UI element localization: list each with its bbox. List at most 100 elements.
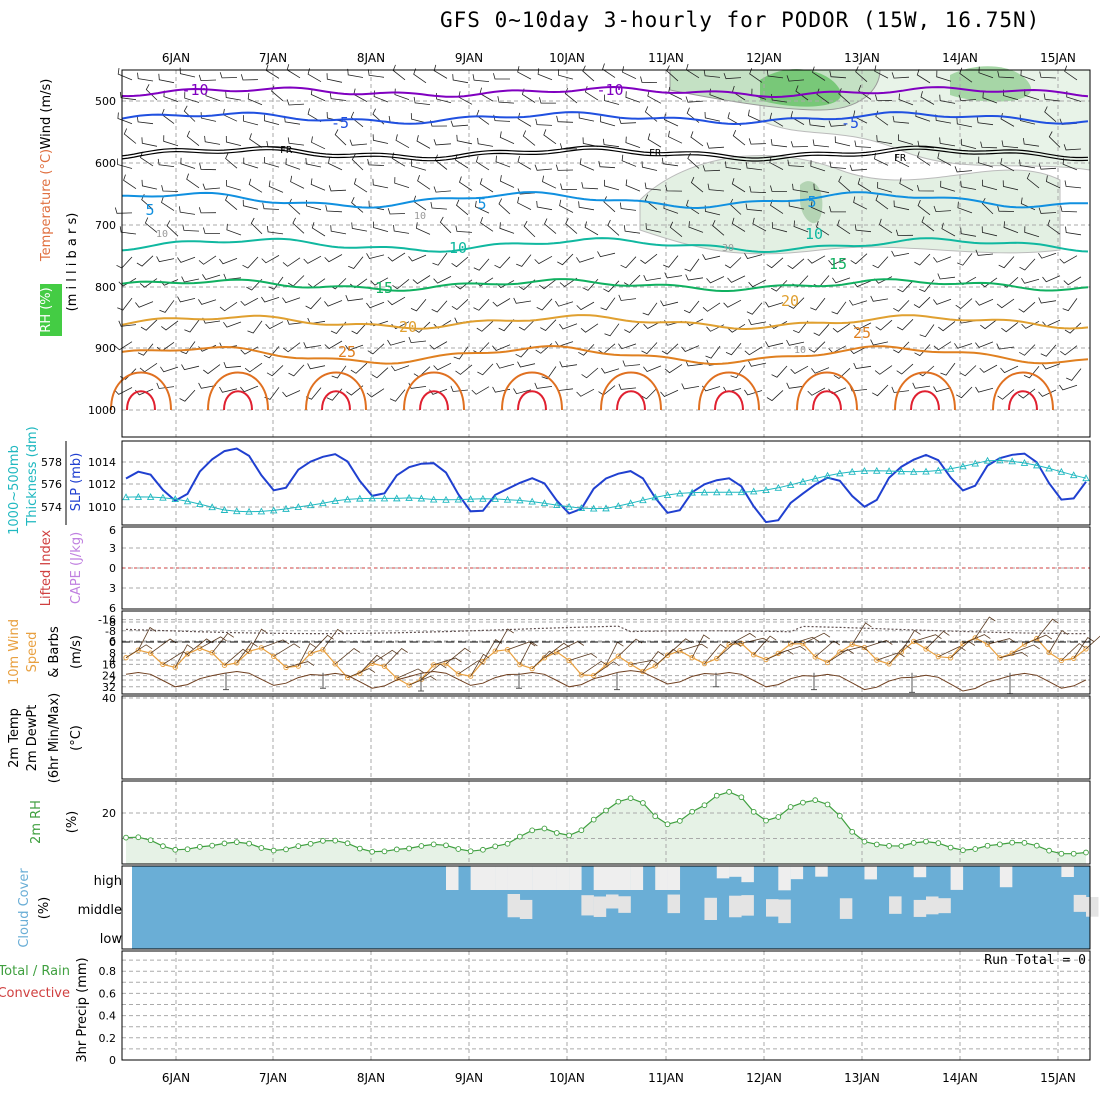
wind-speed-point xyxy=(283,664,289,671)
rh2m-axis-label: (%) xyxy=(65,811,80,834)
wind-barb xyxy=(140,151,154,167)
cloud-gap xyxy=(556,866,570,890)
wind-barb xyxy=(246,278,263,291)
cloud-gap xyxy=(778,899,791,924)
wind-barb xyxy=(433,320,452,329)
wind-barb xyxy=(1060,345,1078,356)
wind-speed-point xyxy=(135,647,141,653)
wind-barb xyxy=(1038,297,1057,304)
wind-barb xyxy=(559,199,574,213)
wind-barb xyxy=(370,277,389,286)
wind-barb-10m xyxy=(556,641,585,653)
wind-barb xyxy=(415,222,431,235)
wind-barb xyxy=(660,300,679,307)
wind-barb xyxy=(808,118,826,128)
wind-barb xyxy=(749,186,767,193)
thickness-point xyxy=(269,506,278,514)
wind-barb xyxy=(522,130,536,146)
wind-barb xyxy=(180,157,196,169)
wind-speed-point xyxy=(677,648,683,654)
wind-barb xyxy=(307,363,326,370)
thickness-point xyxy=(946,464,955,472)
wind-barb xyxy=(288,364,305,377)
wind-barb xyxy=(387,252,406,262)
wind-barb-10m xyxy=(396,668,425,679)
wind-barb xyxy=(367,69,385,78)
wind-barb xyxy=(854,224,872,233)
cloud-gap xyxy=(569,866,582,890)
minmax-bar xyxy=(418,672,424,692)
wind-barb xyxy=(790,141,809,148)
wind-barb xyxy=(240,346,259,355)
wind-barb xyxy=(1063,144,1082,151)
thickness-point xyxy=(589,504,598,512)
wind-barb xyxy=(186,173,200,189)
wind-barb xyxy=(898,134,914,145)
dewpoint-line xyxy=(125,625,1086,635)
tick-label: 900 xyxy=(95,342,116,355)
minmax-bar xyxy=(811,672,817,691)
thickness-point xyxy=(429,495,438,503)
wind-barb xyxy=(1064,180,1082,189)
wind-barb-10m xyxy=(458,660,485,675)
thickness-point xyxy=(257,507,266,515)
wind-barb xyxy=(828,120,847,127)
thickness-tick: 574 xyxy=(41,501,62,514)
wind-barb xyxy=(939,94,956,104)
wind-barb xyxy=(472,74,490,82)
thickness-point xyxy=(651,493,659,501)
wind-barb xyxy=(808,341,826,353)
wind-barb xyxy=(706,276,725,284)
wind-speed-point xyxy=(1083,646,1089,652)
freezing-level xyxy=(121,148,1089,162)
temp-line xyxy=(125,670,1087,692)
wind-barb xyxy=(812,66,826,81)
wind-barb xyxy=(408,382,427,389)
wind-barb xyxy=(771,222,788,233)
wind-barb xyxy=(727,323,746,333)
wind-speed-point xyxy=(123,655,129,661)
rh-point xyxy=(553,830,560,836)
wind-barb xyxy=(1065,226,1082,236)
wind-barb xyxy=(517,112,532,127)
thickness-point xyxy=(836,469,844,477)
wind-barb xyxy=(1038,389,1057,397)
wind-barb xyxy=(913,296,931,309)
wind-barb-10m xyxy=(704,643,727,664)
rh-point xyxy=(812,797,819,804)
wind-barb xyxy=(184,92,200,103)
rh-point xyxy=(356,845,363,852)
wind-barb xyxy=(604,179,620,191)
wind-barb xyxy=(114,207,133,214)
panel-frame-wind xyxy=(121,610,1091,695)
wind-barb xyxy=(1043,93,1061,102)
wind-barb xyxy=(198,74,217,82)
tick-label: 24 xyxy=(102,670,116,683)
wind-speed-point xyxy=(701,660,708,667)
contour-label: 15 xyxy=(829,255,847,273)
isotherm-minus5 xyxy=(121,111,1089,126)
wind-barb xyxy=(770,185,788,192)
rh-point xyxy=(307,840,314,847)
wind-barb xyxy=(895,229,914,236)
wind-speed-point xyxy=(1034,635,1040,642)
minmax-bar xyxy=(614,672,620,691)
wind-barb xyxy=(247,93,263,106)
wind-barb xyxy=(641,161,658,171)
wind-barb xyxy=(353,178,368,193)
wind-speed-point xyxy=(689,654,695,661)
thickness-point xyxy=(934,466,943,474)
rh-point xyxy=(886,842,892,849)
isotherm-35 xyxy=(1008,390,1038,411)
wind-barb xyxy=(601,367,620,374)
wind-speed-point xyxy=(824,659,831,666)
wind-barb xyxy=(956,117,973,128)
wind-barb xyxy=(433,139,452,146)
tick-label: 6 xyxy=(109,635,116,648)
thickness-point xyxy=(860,467,869,474)
wind-barb-10m xyxy=(802,632,831,645)
wind-barb xyxy=(161,108,175,124)
wind-speed-point xyxy=(184,651,191,657)
wind-barb xyxy=(534,164,553,171)
wind-barb xyxy=(351,154,364,171)
